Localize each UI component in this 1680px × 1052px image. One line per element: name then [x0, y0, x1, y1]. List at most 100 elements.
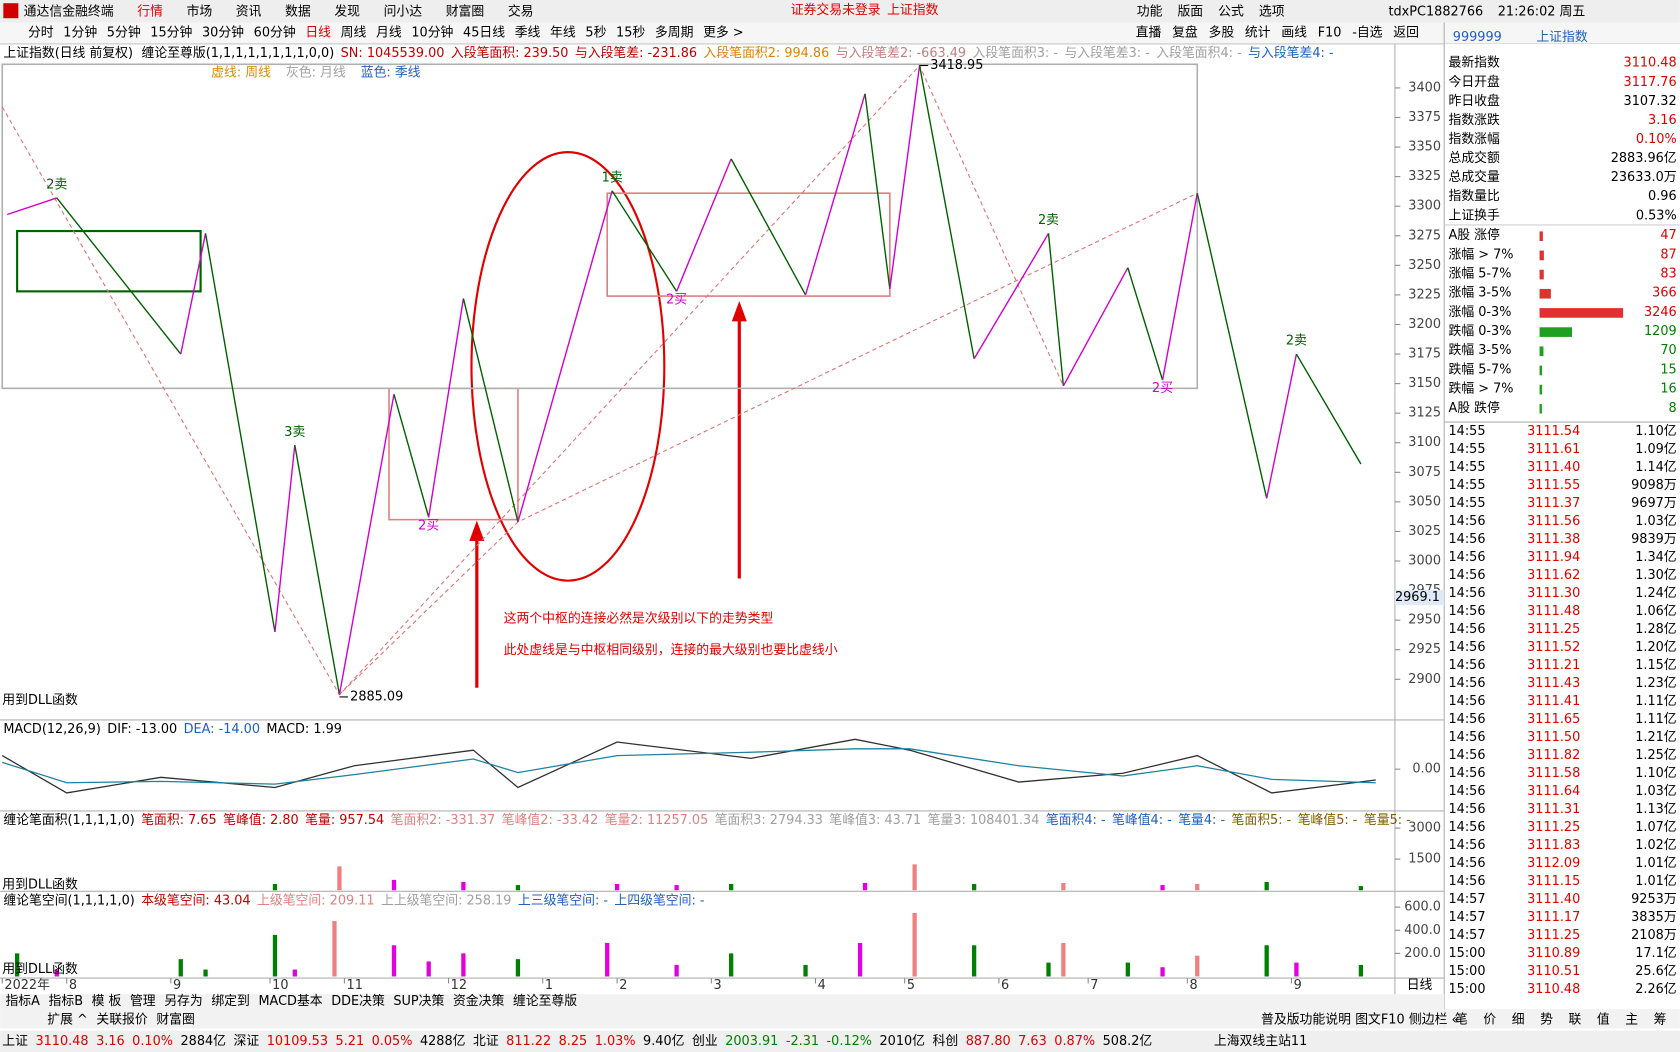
- indicator-tab[interactable]: DDE决策: [331, 993, 385, 1009]
- breadth-label: 跌幅 0-3%: [1448, 323, 1511, 339]
- indicator-tab[interactable]: 模 板: [92, 994, 122, 1009]
- period-tab[interactable]: 年线: [550, 26, 576, 41]
- breadth-count: 3246: [1644, 305, 1677, 320]
- stat-value: 2883.96亿: [1611, 151, 1677, 166]
- period-tab[interactable]: 月线: [376, 26, 402, 41]
- breadth-bar: [1539, 269, 1544, 280]
- breadth-bar: [1539, 308, 1624, 318]
- indicator-bar: [1160, 967, 1165, 977]
- indicator-tab[interactable]: 指标A: [5, 994, 40, 1009]
- tool-button[interactable]: 统计: [1245, 26, 1271, 41]
- stroke-segment: [611, 190, 678, 292]
- tick-volume: 1.02亿: [1635, 838, 1677, 853]
- indicator-bar: [1046, 962, 1051, 977]
- indicator-bar: [1264, 881, 1269, 891]
- period-tab[interactable]: 45日线: [463, 26, 505, 41]
- menu-item[interactable]: 功能: [1137, 4, 1163, 19]
- period-tab[interactable]: 5秒: [585, 26, 606, 41]
- extreme-label: 3418.95: [930, 58, 983, 73]
- period-tab[interactable]: 周线: [341, 26, 367, 41]
- indicator-tab[interactable]: 管理: [130, 994, 156, 1009]
- menu-item[interactable]: 行情: [137, 4, 163, 19]
- period-tab[interactable]: 更多 >: [703, 26, 744, 41]
- period-tab[interactable]: 15分钟: [150, 25, 192, 41]
- indicator-tab[interactable]: 绑定到: [211, 994, 250, 1009]
- breadth-bar: [1539, 250, 1544, 261]
- indicator-bar: [178, 959, 183, 977]
- stroke-segment: [462, 298, 519, 523]
- stroke-segment: [675, 158, 732, 292]
- menu-item[interactable]: 市场: [187, 3, 213, 19]
- period-tab[interactable]: 10分钟: [411, 25, 453, 41]
- menu-item[interactable]: 资讯: [236, 4, 262, 19]
- y-tick-label: 3325: [1408, 169, 1441, 184]
- panel-tab[interactable]: 价: [1483, 1012, 1496, 1027]
- menu-item[interactable]: 发现: [334, 3, 360, 19]
- tool-button[interactable]: 返回: [1393, 26, 1419, 41]
- indicator-value: 与入段笔差4: -: [1248, 45, 1333, 61]
- period-tab[interactable]: 5分钟: [107, 25, 141, 41]
- indicator-tab[interactable]: SUP决策: [393, 993, 444, 1009]
- panel-tab[interactable]: 值: [1597, 1011, 1610, 1027]
- tick-volume: 1.21亿: [1635, 730, 1677, 745]
- tick-price: 3111.61: [1527, 442, 1580, 457]
- tool-button[interactable]: 复盘: [1172, 25, 1198, 41]
- y-tick-label: 3150: [1408, 376, 1441, 391]
- tick-volume: 1.10亿: [1635, 424, 1677, 439]
- stroke-segment: [294, 444, 341, 695]
- indicator-bar: [1358, 964, 1364, 977]
- tool-button[interactable]: -自选: [1352, 26, 1382, 41]
- stat-value: 3107.32: [1624, 94, 1677, 109]
- panel-tab[interactable]: 笔: [1455, 1011, 1468, 1027]
- y-tick-label: 3000: [1408, 821, 1441, 836]
- panel-tab[interactable]: 筹: [1654, 1011, 1667, 1027]
- indicator-tab[interactable]: 财富圈: [156, 1011, 195, 1027]
- help-link[interactable]: 图文F10: [1355, 1012, 1404, 1027]
- tool-button[interactable]: 画线: [1281, 26, 1307, 41]
- indicator-tab[interactable]: MACD基本: [258, 994, 322, 1009]
- indicator-tab[interactable]: 关联报价: [96, 1012, 148, 1027]
- menu-item[interactable]: 数据: [285, 4, 311, 19]
- stroke-segment: [918, 65, 975, 359]
- help-link[interactable]: 普及版功能说明: [1261, 1012, 1351, 1027]
- menu-item[interactable]: 版面: [1177, 4, 1203, 19]
- signal-marker: 3卖: [284, 425, 305, 440]
- menu-item[interactable]: 交易: [508, 3, 534, 19]
- stat-label: 指数涨幅: [1448, 132, 1500, 147]
- stat-label: 今日开盘: [1448, 74, 1500, 90]
- menu-item[interactable]: 选项: [1259, 4, 1285, 19]
- indicator-tab[interactable]: 指标B: [49, 994, 84, 1009]
- period-tab[interactable]: 日线: [305, 26, 331, 41]
- period-tab[interactable]: 1分钟: [63, 25, 97, 41]
- menu-item[interactable]: 公式: [1218, 4, 1244, 19]
- indicator-tab[interactable]: 扩展 ^: [47, 1012, 88, 1027]
- tool-button[interactable]: 多股: [1209, 26, 1235, 41]
- tool-button[interactable]: 直播: [1136, 26, 1162, 41]
- help-link[interactable]: 侧边栏 «: [1409, 1012, 1459, 1027]
- panel-tab[interactable]: 细: [1512, 1012, 1525, 1027]
- period-tab[interactable]: 15秒: [616, 26, 645, 41]
- indicator-tab[interactable]: 另存为: [164, 994, 203, 1009]
- tool-button[interactable]: F10: [1318, 26, 1342, 41]
- panel-tab[interactable]: 联: [1568, 1012, 1581, 1027]
- indicator-bar: [1160, 885, 1165, 891]
- weekly-line: [1, 106, 1198, 696]
- period-tab[interactable]: 30分钟: [202, 25, 244, 41]
- indicator-tab[interactable]: 资金决策: [453, 993, 505, 1009]
- menu-item[interactable]: 财富圈: [446, 3, 485, 19]
- indicator-tab[interactable]: 缠论至尊版: [513, 993, 577, 1009]
- pivot-box: [388, 387, 519, 521]
- panel-header: DEA: -14.00: [184, 722, 260, 737]
- panel-tab[interactable]: 主: [1625, 1012, 1638, 1027]
- period-tab[interactable]: 季线: [515, 26, 541, 41]
- breadth-label: 涨幅 0-3%: [1448, 305, 1511, 320]
- menu-item[interactable]: 问小达: [384, 4, 423, 19]
- period-tab[interactable]: 60分钟: [254, 25, 296, 41]
- tick-volume: 1.09亿: [1635, 442, 1677, 457]
- tick-time: 14:55: [1448, 478, 1485, 493]
- indicator-value: 入段笔面积: 239.50: [451, 45, 569, 61]
- period-tab[interactable]: 分时: [28, 26, 54, 41]
- panel-tab[interactable]: 势: [1540, 1011, 1553, 1027]
- panel-header: 笔面积2: -331.37: [391, 812, 496, 828]
- period-tab[interactable]: 多周期: [655, 26, 694, 41]
